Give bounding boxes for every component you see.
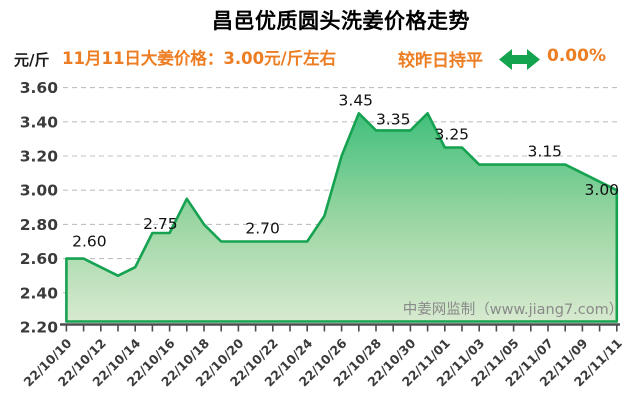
chart-title: 昌邑优质圆头洗姜价格走势 <box>212 9 470 33</box>
y-axis-label: 3.60 <box>20 79 58 97</box>
current-price-note: 11月11日大姜价格：3.00元/斤左右 <box>62 49 337 68</box>
y-axis-label: 2.60 <box>20 250 58 268</box>
y-axis-label: 2.80 <box>20 216 58 234</box>
price-area-chart: 中姜网监制（www.jiang7.com） 2.20 2.40 2.60 2.80 3.0… <box>20 79 625 389</box>
watermark: 中姜网监制（www.jiang7.com） <box>403 301 624 318</box>
comparison-label: 较昨日持平 <box>398 51 483 71</box>
area-series <box>65 112 619 323</box>
data-label: 3.15 <box>528 143 563 161</box>
data-label: 2.75 <box>143 215 178 233</box>
y-axis-label: 2.40 <box>20 284 58 302</box>
y-axis-unit-label: 元/斤 <box>14 51 50 69</box>
data-label: 3.25 <box>435 125 470 143</box>
y-axis-label: 2.20 <box>20 319 58 337</box>
y-axis-label: 3.20 <box>20 148 58 166</box>
data-label: 3.45 <box>339 91 374 109</box>
change-percent: 0.00% <box>547 46 606 66</box>
y-axis-label: 3.40 <box>20 113 58 131</box>
data-label: 2.60 <box>72 233 107 251</box>
data-label: 3.35 <box>376 110 411 128</box>
data-label: 2.70 <box>245 220 280 238</box>
flat-trend-arrow-icon <box>499 48 540 71</box>
y-axis-label: 3.00 <box>20 182 58 200</box>
data-label: 3.00 <box>585 181 620 199</box>
